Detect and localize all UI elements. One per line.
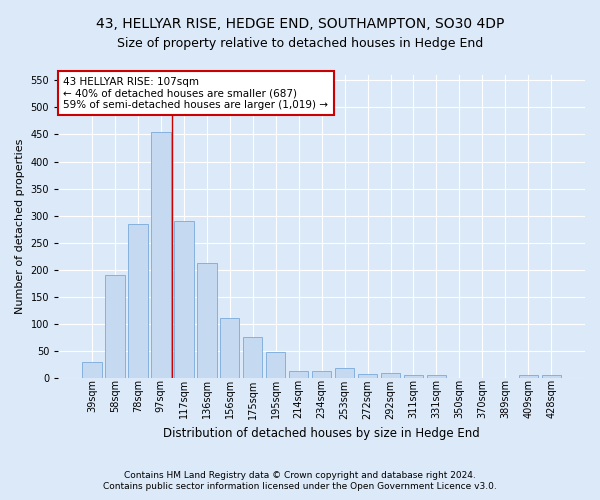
X-axis label: Distribution of detached houses by size in Hedge End: Distribution of detached houses by size … — [163, 427, 480, 440]
Bar — [105, 275, 125, 378]
Y-axis label: Number of detached properties: Number of detached properties — [15, 138, 25, 314]
Bar — [542, 375, 561, 378]
Bar — [266, 352, 286, 378]
Bar — [312, 372, 331, 378]
Text: Contains public sector information licensed under the Open Government Licence v3: Contains public sector information licen… — [103, 482, 497, 491]
Bar — [82, 362, 101, 378]
Bar — [427, 375, 446, 378]
Bar — [243, 337, 262, 378]
Bar — [197, 262, 217, 378]
Bar — [404, 375, 423, 378]
Text: 43, HELLYAR RISE, HEDGE END, SOUTHAMPTON, SO30 4DP: 43, HELLYAR RISE, HEDGE END, SOUTHAMPTON… — [96, 18, 504, 32]
Text: 43 HELLYAR RISE: 107sqm
← 40% of detached houses are smaller (687)
59% of semi-d: 43 HELLYAR RISE: 107sqm ← 40% of detache… — [64, 76, 328, 110]
Bar — [518, 375, 538, 378]
Bar — [289, 372, 308, 378]
Text: Contains HM Land Registry data © Crown copyright and database right 2024.: Contains HM Land Registry data © Crown c… — [124, 471, 476, 480]
Bar — [381, 374, 400, 378]
Text: Size of property relative to detached houses in Hedge End: Size of property relative to detached ho… — [117, 38, 483, 51]
Bar — [151, 132, 170, 378]
Bar — [358, 374, 377, 378]
Bar — [335, 368, 355, 378]
Bar — [174, 221, 194, 378]
Bar — [128, 224, 148, 378]
Bar — [220, 318, 239, 378]
